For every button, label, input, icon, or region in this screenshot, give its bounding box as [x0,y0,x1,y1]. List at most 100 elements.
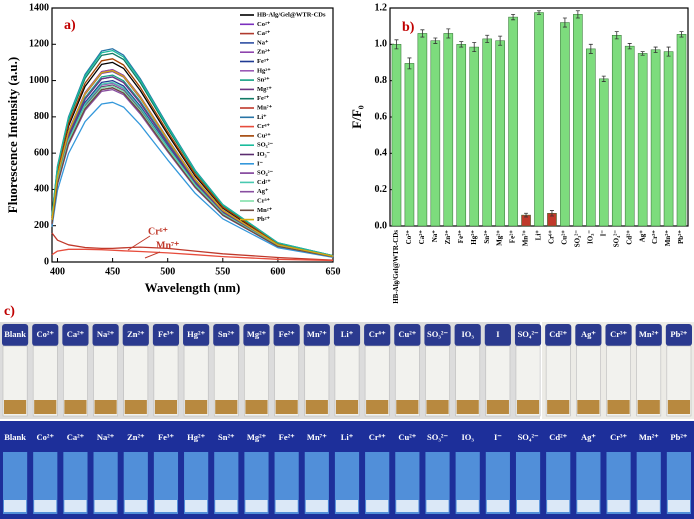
vial-cap [303,324,330,346]
y-tick-label: 800 [34,111,49,122]
y-tick-label: 200 [34,220,49,231]
x-tick-label: Zn²⁺ [444,230,452,245]
vial-sediment [667,400,690,414]
legend-entry: Cu²⁺ [257,132,271,139]
error-bar [498,35,503,46]
vial-label: Cr³⁺ [610,329,627,339]
error-bar [562,17,567,28]
vial-label: Fe²⁺ [279,329,296,339]
vial-cap [62,324,89,346]
error-bar [524,212,529,218]
y-tick-label: 1200 [29,39,49,50]
error-bar [511,13,516,21]
vial-label: Cr⁶⁺ [369,329,386,339]
vial-label: Cu²⁺ [398,329,416,339]
vial-sediment [456,500,479,512]
bar [624,45,635,227]
vial-cap [32,324,59,346]
x-tick-label: Ca²⁺ [418,230,426,245]
vial-sediment [94,500,117,512]
vial-sediment [245,500,268,512]
vial-label: SO₃²⁻ [427,329,448,339]
bar [391,44,402,227]
bar [482,38,492,227]
vial-sediment [456,400,479,414]
annotation-arrow [127,235,151,251]
vial-cap [183,324,210,346]
vial-label: Li⁺ [341,432,354,442]
vial-cap [333,324,361,346]
x-tick-label: Ag⁺ [638,230,646,243]
annotation: Mn⁷⁺ [156,240,179,251]
legend-entry: SO₄²⁻ [257,170,274,177]
vial-label: Blank [4,432,26,442]
x-tick-label: Li⁺ [535,230,543,241]
x-tick-label: Pb²⁺ [677,230,685,244]
vial-label: Fe²⁺ [279,432,296,442]
x-tick-label: Na⁺ [431,230,439,243]
vial-label: Mn²⁺ [639,432,659,442]
vial-sediment [154,500,178,512]
panel-label: b) [402,20,415,35]
x-tick-label: I⁻ [599,230,607,237]
legend-entry: Na⁺ [257,39,269,46]
y-tick-label: 400 [34,184,49,195]
vial-sediment [637,400,660,414]
vial-sediment [637,500,660,512]
x-tick-label: 450 [105,266,120,277]
panel-label: a) [64,18,76,33]
vial-sediment [426,400,449,414]
y-tick-label: 0.4 [375,148,388,159]
vial-label: Sn²⁺ [218,432,235,442]
y-axis-label: Fluorescence Intensity (a.u.) [5,57,20,213]
x-tick-label: 550 [215,266,230,277]
legend-entry: Ca²⁺ [257,30,271,37]
vial-sediment [185,500,208,512]
x-tick-label: Cr³⁺ [651,230,659,244]
legend-entry: Fe³⁺ [257,58,270,65]
vial-label: Sn²⁺ [218,329,235,339]
vial-cap [273,324,300,346]
vial-sediment [426,500,449,512]
y-tick-label: 1400 [29,2,49,13]
panel-label: c) [4,304,15,319]
spectrum-line [51,232,334,261]
x-tick-label: 650 [326,266,341,277]
vial-sediment [516,500,540,512]
vial-cap [545,324,572,346]
error-bar [459,41,464,48]
vial-label: Cd²⁺ [549,329,567,339]
vial-sediment [275,500,298,512]
vial-label: Fe³⁺ [158,329,175,339]
error-bar [472,42,477,52]
vial-sediment [305,400,328,414]
vial-cap [635,324,662,346]
vial-label: I⁻ [494,432,502,442]
vial-label: SO₄²⁻ [518,329,539,339]
vial-label: Hg²⁺ [187,329,205,339]
vial-label: SO₃²⁻ [427,432,448,442]
y-tick-label: 0.8 [375,75,388,86]
vial-label: Li⁺ [341,329,354,339]
plot-frame [51,7,334,263]
x-tick-label: HB-Alg/Gel@WTR-CDs [392,230,400,304]
bar [417,33,428,227]
vial-sediment [335,400,359,414]
error-bar [614,31,619,40]
bar [676,34,687,227]
vial-cap [2,324,29,346]
spectrum-line [51,248,334,262]
bar [469,46,480,227]
vial-label: Ca²⁺ [67,329,85,339]
legend-entry: Zn²⁺ [257,49,271,56]
vial-sediment [275,400,298,414]
legend-entry: Li⁺ [257,114,267,121]
spectrum-line [51,101,334,258]
vial-sediment [124,500,147,512]
x-tick-label: 400 [50,266,65,277]
error-bar [653,46,658,53]
error-bar [420,29,425,38]
error-bar [433,37,438,44]
